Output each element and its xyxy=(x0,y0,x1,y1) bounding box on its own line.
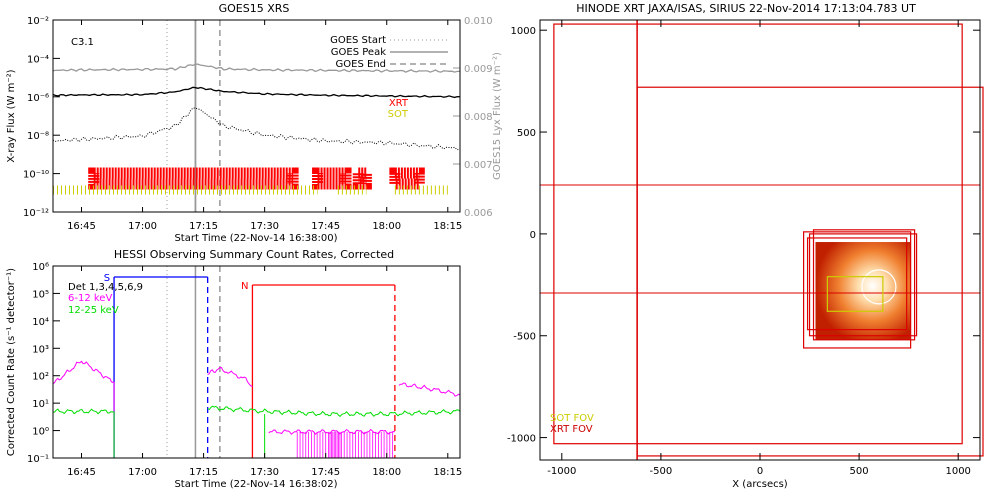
goes-xrt-coverage-bar xyxy=(312,167,352,190)
goes-legend: GOES Start GOES Peak GOES End xyxy=(330,35,448,70)
goes-ytick-label: 10⁻¹⁰ xyxy=(23,170,49,181)
xrt-map-panel: HINODE XRT JAXA/ISAS, SIRIUS 22-Nov-2014… xyxy=(507,2,984,490)
goes-xrt-coverage-bar xyxy=(389,167,425,190)
goes-xtick-label: 18:00 xyxy=(372,221,401,232)
sot-fov-box xyxy=(826,276,884,312)
hessi-legend-low: 6-12 keV xyxy=(68,293,112,304)
goes-ytick-label: 10⁻⁴ xyxy=(27,54,49,65)
goes-y2tick-label: 0.006 xyxy=(464,208,493,219)
hessi-xtick-label: 17:00 xyxy=(128,467,157,478)
xrt-xtick-label: 500 xyxy=(850,466,869,477)
goes-legend-end: GOES End xyxy=(336,59,386,70)
xrt-legend-sot: SOT FOV xyxy=(550,413,594,424)
hessi-series-line xyxy=(207,405,461,417)
xrt-xtick-label: 1000 xyxy=(945,466,970,477)
hessi-xtick-label: 18:00 xyxy=(372,467,401,478)
goes-series-line xyxy=(52,86,461,99)
goes-xrt-label: XRT xyxy=(389,98,409,109)
hessi-panel: HESSI Observing Summary Count Rates, Cor… xyxy=(6,248,462,490)
xrt-xlabel: X (arcsecs) xyxy=(732,479,788,490)
goes-y2tick-label: 0.008 xyxy=(464,112,493,123)
goes-y2tick-label: 0.010 xyxy=(464,16,493,27)
hessi-legend-high: 12-25 keV xyxy=(68,305,119,316)
goes-series-line xyxy=(52,63,460,73)
hessi-ytick-label: 10¹ xyxy=(32,399,49,410)
goes-xrt-coverage-bar xyxy=(352,167,372,190)
hessi-ytick-label: 10² xyxy=(32,372,49,383)
hessi-ytick-label: 10⁰ xyxy=(32,427,49,438)
goes-y2label: GOES15 Lyx Flux (W m⁻²) xyxy=(492,52,503,180)
active-region-contour xyxy=(861,269,897,305)
hessi-xtick-label: 17:15 xyxy=(189,467,218,478)
hessi-plot-frame xyxy=(52,265,461,459)
goes-xtick-label: 17:00 xyxy=(128,221,157,232)
goes-xrs-panel: GOES15 XRS 16:45 17:00 17:15 17:30 17:45 18:0… xyxy=(6,2,503,244)
hessi-ytick-label: 10⁵ xyxy=(32,289,49,300)
hessi-ylabel: Corrected Count Rate (s⁻¹ detector⁻¹) xyxy=(6,268,17,456)
goes-flare-class: C3.1 xyxy=(71,37,94,48)
hessi-ytick-label: 10⁻¹ xyxy=(27,454,49,465)
hessi-legend-det: Det 1,3,4,5,6,9 xyxy=(68,282,143,293)
hessi-legend: Det 1,3,4,5,6,9 6-12 keV 12-25 keV xyxy=(68,282,143,316)
hessi-xtick-label: 18:15 xyxy=(433,467,462,478)
hessi-series-line xyxy=(207,366,253,388)
goes-xtick-label: 16:45 xyxy=(67,221,96,232)
goes-plot-marks: 16:45 17:00 17:15 17:30 17:45 18:00 18:15 10⁻¹²… xyxy=(23,16,493,232)
hessi-xtick-label: 17:30 xyxy=(250,467,279,478)
goes-ytick-label: 10⁻⁶ xyxy=(27,93,49,104)
active-region-image xyxy=(815,242,911,340)
xrt-map-frame xyxy=(539,19,981,461)
xrt-map-marks: -1000 -500 0 500 1000 -1000 -500 0 500 1000 xyxy=(507,20,984,477)
goes-ytick-label: 10⁻¹² xyxy=(23,208,49,219)
xrt-fov-box xyxy=(812,229,916,341)
goes-legend-start: GOES Start xyxy=(330,35,386,46)
hessi-xlabel: Start Time (22-Nov-14 16:38:02) xyxy=(174,479,337,490)
goes-xtick-label: 17:45 xyxy=(311,221,340,232)
goes-title: GOES15 XRS xyxy=(219,2,290,15)
xrt-ytick-label: 1000 xyxy=(511,26,536,37)
goes-y2tick-label: 0.009 xyxy=(464,64,493,75)
xrt-fov-box xyxy=(806,237,908,331)
goes-y2tick-label: 0.007 xyxy=(464,160,493,171)
xrt-xtick-label: -1000 xyxy=(547,466,576,477)
hessi-marker-label: N xyxy=(241,281,248,292)
goes-xtick-label: 17:15 xyxy=(189,221,218,232)
hessi-xtick-label: 16:45 xyxy=(67,467,96,478)
xrt-xtick-label: 0 xyxy=(757,466,763,477)
xrt-fov-box xyxy=(553,23,963,445)
goes-ytick-label: 10⁻² xyxy=(27,16,49,27)
xrt-ytick-label: -1000 xyxy=(507,434,536,445)
hessi-xtick-label: 17:45 xyxy=(311,467,340,478)
xrt-xtick-label: -500 xyxy=(650,466,673,477)
xrt-title: HINODE XRT JAXA/ISAS, SIRIUS 22-Nov-2014… xyxy=(576,2,916,15)
xrt-legend-xrt: XRT FOV xyxy=(550,424,593,435)
xrt-fov-box xyxy=(808,233,918,337)
goes-series-line xyxy=(52,107,461,151)
hessi-title: HESSI Observing Summary Count Rates, Cor… xyxy=(114,248,394,261)
hessi-series-line xyxy=(52,408,115,415)
xrt-ytick-label: -500 xyxy=(513,332,536,343)
goes-xtick-label: 17:30 xyxy=(250,221,279,232)
xrt-fov-box xyxy=(636,86,984,457)
hessi-series-line xyxy=(398,382,461,397)
goes-plot-frame xyxy=(52,19,461,213)
xrt-fov-box xyxy=(803,231,912,349)
goes-xtick-label: 18:15 xyxy=(433,221,462,232)
goes-ytick-label: 10⁻⁸ xyxy=(27,131,49,142)
goes-legend-peak: GOES Peak xyxy=(331,47,386,58)
hessi-ytick-label: 10⁶ xyxy=(32,262,49,273)
xrt-ytick-label: 0 xyxy=(530,230,536,241)
hessi-ytick-label: 10³ xyxy=(32,344,49,355)
xrt-ytick-label: 500 xyxy=(517,128,536,139)
hessi-series-line xyxy=(52,360,115,385)
goes-xlabel: Start Time (22-Nov-14 16:38:00) xyxy=(174,233,337,244)
goes-ylabel: X-ray Flux (W m⁻²) xyxy=(6,69,17,162)
hessi-marker-label: S xyxy=(104,273,110,284)
goes-xrt-coverage-bar xyxy=(88,167,299,190)
hessi-series-line xyxy=(268,428,395,435)
hessi-ytick-label: 10⁴ xyxy=(32,317,49,328)
goes-sot-label: SOT xyxy=(388,109,409,120)
